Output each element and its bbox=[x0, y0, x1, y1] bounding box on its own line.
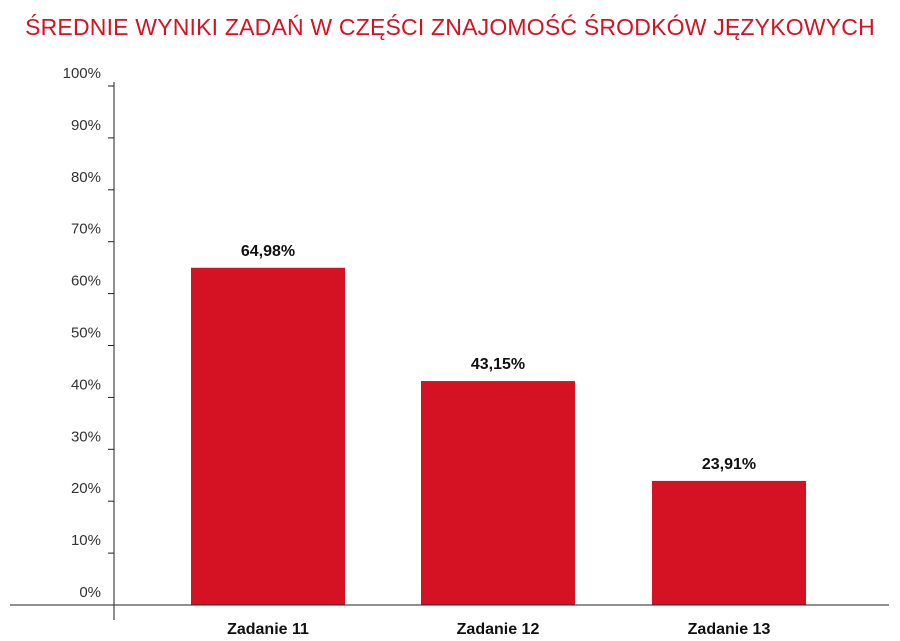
x-category-label: Zadanie 13 bbox=[688, 621, 771, 638]
x-category-label: Zadanie 11 bbox=[227, 621, 309, 638]
x-axis-labels: Zadanie 11 Zadanie 12 Zadanie 13 bbox=[227, 621, 770, 638]
data-label: 64,98% bbox=[241, 243, 295, 260]
y-tick-label: 70% bbox=[71, 221, 101, 238]
data-label: 23,91% bbox=[702, 456, 756, 473]
bar bbox=[191, 267, 345, 605]
y-tick-label: 10% bbox=[71, 532, 101, 549]
y-tick-label: 90% bbox=[71, 117, 101, 134]
y-tick-label: 30% bbox=[71, 428, 101, 445]
bars bbox=[191, 267, 806, 605]
x-category-label: Zadanie 12 bbox=[457, 621, 540, 638]
y-tick-label: 100% bbox=[63, 65, 101, 82]
y-axis-ticks: 0% 10% 20% 30% 40% 50% 60% 70% 80% 90% 100% bbox=[63, 65, 114, 606]
y-tick-label: 20% bbox=[71, 480, 101, 497]
bar bbox=[652, 480, 806, 605]
y-tick-label: 40% bbox=[71, 376, 101, 393]
bar bbox=[421, 381, 575, 605]
data-labels: 64,98% 43,15% 23,91% bbox=[241, 243, 756, 473]
y-tick-label: 80% bbox=[71, 169, 101, 186]
y-tick-label: 50% bbox=[71, 325, 101, 342]
y-tick-label: 60% bbox=[71, 273, 101, 290]
data-label: 43,15% bbox=[471, 356, 525, 373]
y-tick-label: 0% bbox=[79, 584, 101, 601]
chart-title: ŚREDNIE WYNIKI ZADAŃ W CZĘŚCI ZNAJOMOŚĆ … bbox=[25, 14, 875, 40]
